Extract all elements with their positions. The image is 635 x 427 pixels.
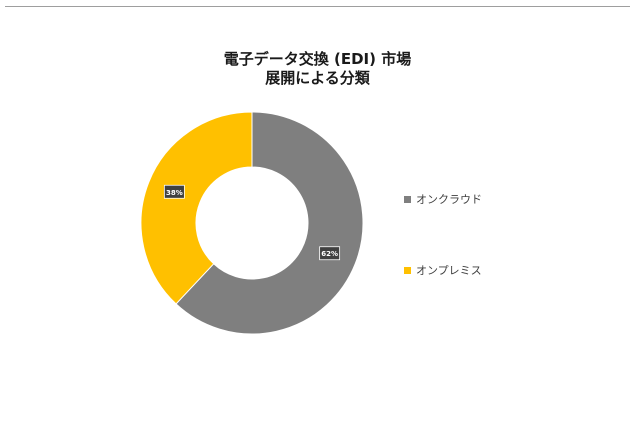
data-label-on-premise: 38% (163, 184, 185, 199)
chart-title: 電子データ交換 (EDI) 市場 展開による分類 (0, 50, 635, 88)
legend-swatch-on-cloud (404, 195, 411, 203)
legend-swatch-on-premise (404, 266, 411, 274)
legend-item-on-cloud: オンクラウド (404, 191, 482, 207)
slice-on-premise (140, 111, 253, 305)
svg-text:38%: 38% (166, 189, 183, 197)
legend-label-on-cloud: オンクラウド (416, 193, 482, 206)
slice-on-cloud (175, 111, 364, 335)
chart-title-line-2: 展開による分類 (265, 69, 370, 87)
top-border (5, 6, 630, 7)
legend-item-on-premise: オンプレミス (404, 262, 482, 278)
data-label-on-cloud: 62% (319, 246, 341, 261)
svg-text:62%: 62% (321, 250, 338, 258)
chart-title-line-1: 電子データ交換 (EDI) 市場 (223, 50, 412, 68)
legend-label-on-premise: オンプレミス (416, 264, 482, 277)
